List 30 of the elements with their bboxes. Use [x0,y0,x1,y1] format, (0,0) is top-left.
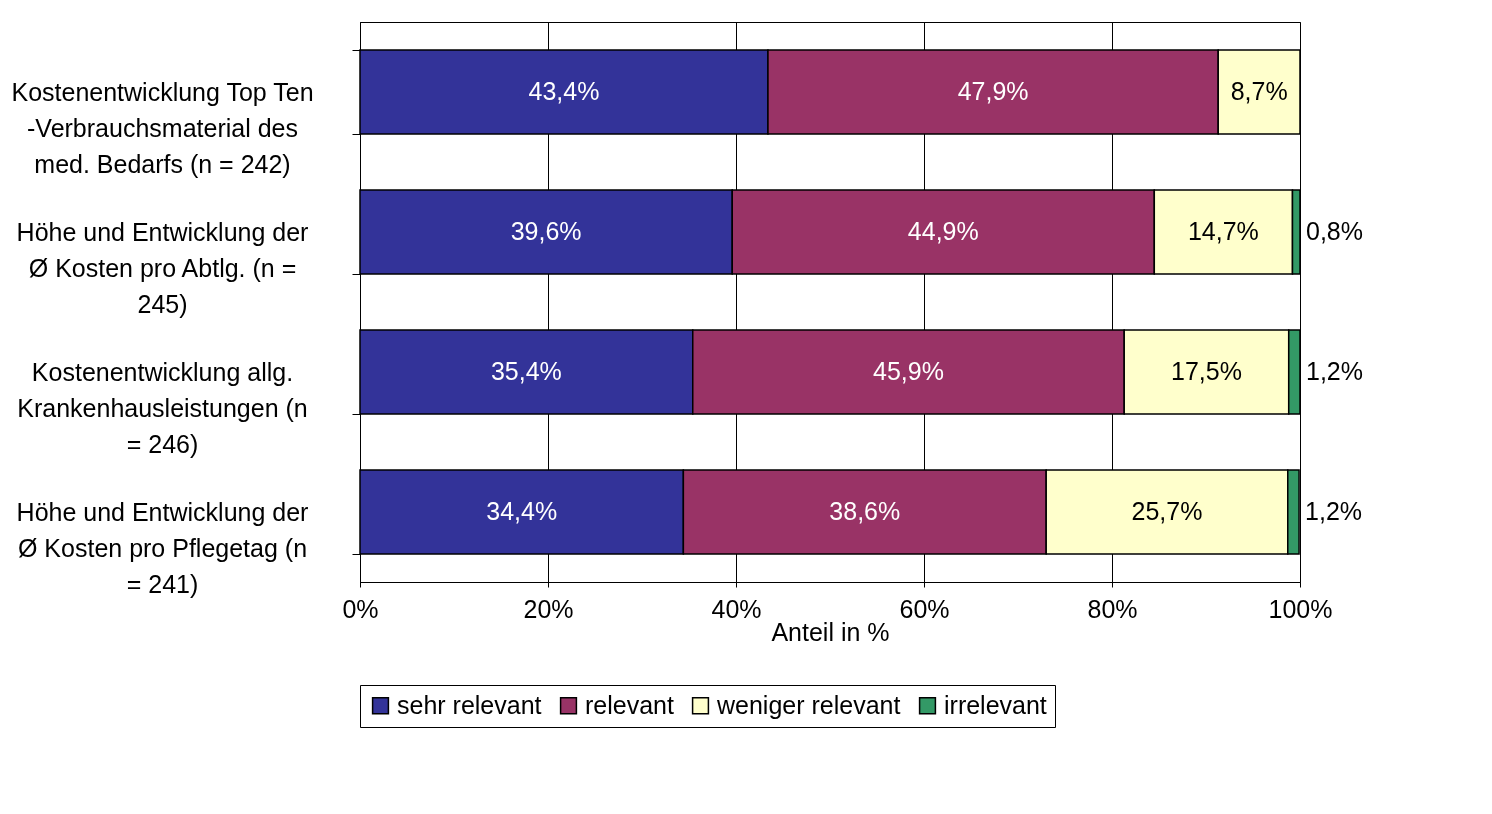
data-label: 45,9% [873,357,944,385]
y-tick-label: Kostenentwicklung allg. Krankenhausleistungen (n = 246) [17,357,308,458]
data-label: 39,6% [510,217,582,245]
y-tick-label: Höhe und Entwicklung der Ø Kosten pro Pflegetag (n = 241) [16,497,309,598]
y-tick-label: Kostenentwicklung Top Ten -Verbrauchsmaterial des med. Bedarfs (n = 242) [11,77,314,178]
x-tick-label: 0% [342,594,379,623]
data-label: 1,2% [1305,497,1363,525]
data-label: 8,7% [1230,77,1288,105]
x-tick-label: 20% [523,594,574,623]
x-axis-title: Anteil in % [771,617,890,646]
x-tick-label: 80% [1087,594,1138,623]
data-label: 34,4% [486,497,558,525]
data-label: 43,4% [528,77,600,105]
data-label: 25,7% [1131,497,1203,525]
data-label: 38,6% [829,497,901,525]
legend-label: relevant [585,690,674,719]
y-tick-label: Höhe und Entwicklung der Ø Kosten pro Abtlg. (n = 245) [16,217,309,318]
data-label: 47,9% [957,77,1029,105]
legend-label: sehr relevant [397,690,542,719]
legend-label: irrelevant [944,690,1047,719]
x-tick-label: 60% [899,594,950,623]
legend-label: weniger relevant [716,690,901,719]
data-label: 0,8% [1306,217,1363,245]
data-label: 14,7% [1187,217,1259,245]
data-label: 17,5% [1171,357,1242,385]
data-label: 1,2% [1306,357,1363,385]
data-label: 44,9% [907,217,979,245]
data-label: 35,4% [490,357,562,385]
x-tick-label: 100% [1268,594,1333,623]
x-tick-label: 40% [711,594,762,623]
